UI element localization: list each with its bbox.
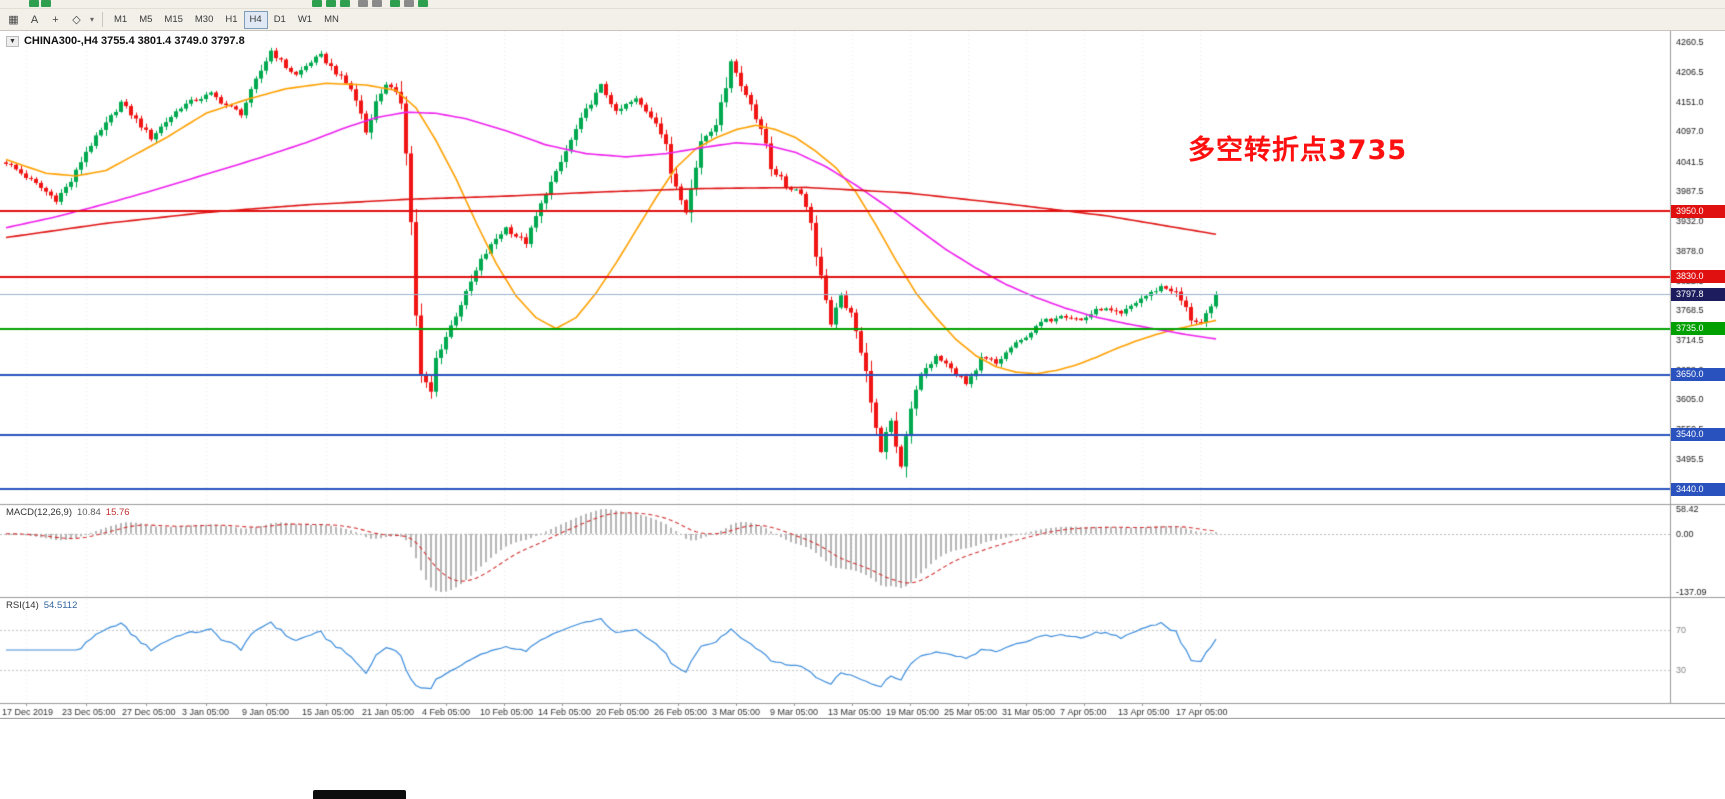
period-icon[interactable] xyxy=(418,0,428,7)
shapes-tool-icon[interactable]: ◇ xyxy=(72,14,81,26)
bar-chart-icon[interactable] xyxy=(29,0,39,7)
timeframe-m15-button[interactable]: M15 xyxy=(164,14,183,25)
templates-icon[interactable] xyxy=(404,0,414,7)
shapes-dropdown-caret[interactable]: ▾ xyxy=(89,15,94,24)
chart-line-icon[interactable] xyxy=(340,0,350,7)
timeframe-h1-button[interactable]: H1 xyxy=(225,14,238,25)
candlestick-chart-icon[interactable] xyxy=(41,0,51,7)
crosshair-tool-icon[interactable]: + xyxy=(52,13,59,26)
timeframe-h4-button[interactable]: H4 xyxy=(243,10,268,29)
timeframe-m30-button[interactable]: M30 xyxy=(194,14,214,25)
zoom-out-icon[interactable] xyxy=(372,0,382,7)
taskbar-fragment xyxy=(313,790,406,799)
chart-toolbar: ▦ A + ◇ ▾ M1 M5 M15 M30 H1 H4 D1 W1 MN xyxy=(0,9,1725,31)
toolbar-separator xyxy=(102,12,103,27)
timeframe-w1-button[interactable]: W1 xyxy=(297,14,313,25)
timeframe-m1-button[interactable]: M1 xyxy=(114,14,128,25)
top-toolbar-fragment xyxy=(0,0,1725,9)
chart-window: ▼ CHINA300-,H4 3755.4 3801.4 3749.0 3797… xyxy=(0,31,1725,719)
timeframe-m5-button[interactable]: M5 xyxy=(139,14,153,25)
chart-bars-icon[interactable] xyxy=(312,0,322,7)
price-chart-canvas[interactable] xyxy=(0,31,1725,719)
chart-window-icon[interactable]: ▦ xyxy=(8,14,19,26)
indicators-icon[interactable] xyxy=(390,0,400,7)
zoom-in-icon[interactable] xyxy=(358,0,368,7)
timeframe-mn-button[interactable]: MN xyxy=(324,14,339,25)
text-label-tool-icon[interactable]: A xyxy=(30,13,39,26)
chart-candles-icon[interactable] xyxy=(326,0,336,7)
timeframe-d1-button[interactable]: D1 xyxy=(273,14,286,25)
